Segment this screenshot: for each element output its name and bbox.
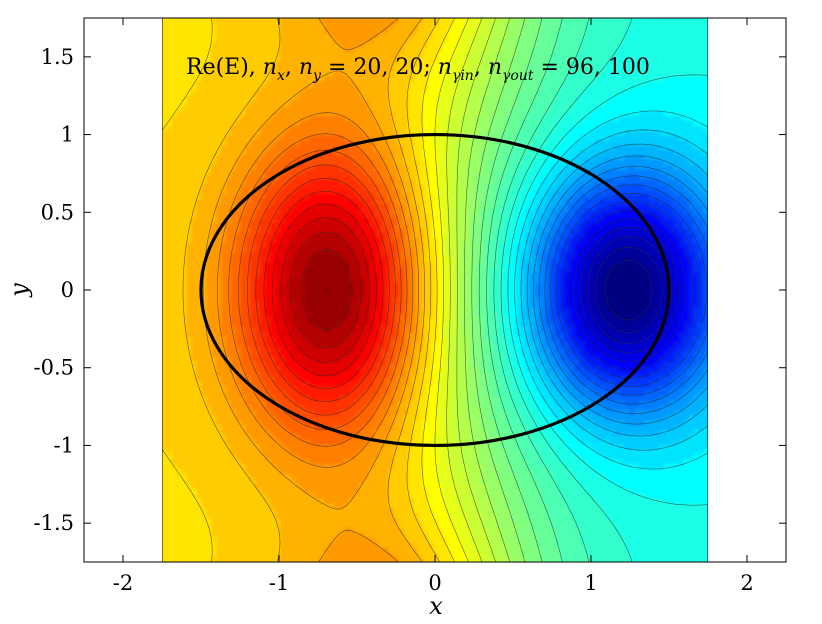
contour-line xyxy=(605,259,653,321)
contour-line xyxy=(550,184,708,396)
contour-line xyxy=(567,209,694,371)
x-tick-label: -2 xyxy=(113,571,133,595)
y-tick-label: 1 xyxy=(61,123,74,147)
contour-line xyxy=(255,178,390,402)
contour-line xyxy=(471,18,526,562)
contour-line xyxy=(162,18,440,562)
x-tick-label: -1 xyxy=(269,571,289,595)
contour-line xyxy=(271,203,377,377)
y-tick-label: 0 xyxy=(61,278,74,302)
contour-line xyxy=(514,110,708,470)
contour-line xyxy=(289,231,362,349)
x-axis-label: x xyxy=(429,592,443,620)
contour-line xyxy=(421,18,455,562)
ellipse-boundary xyxy=(199,132,671,448)
contour-line xyxy=(580,227,680,353)
contour-line xyxy=(573,218,687,362)
contour-line xyxy=(182,18,425,562)
contour-line xyxy=(544,175,708,405)
axis-ticks: -2 -1 0 1 2 -1.5 -1 -0.5 0 0.5 1 1.5 xyxy=(34,18,786,595)
contour-line xyxy=(238,150,402,430)
x-tick-label: 0 xyxy=(428,571,441,595)
field-raster xyxy=(162,18,708,562)
x-tick-label: 2 xyxy=(740,571,753,595)
contour-line xyxy=(493,18,590,562)
contour-line xyxy=(203,18,419,562)
contour-line xyxy=(478,18,543,562)
contour-line xyxy=(520,129,708,451)
contour-lines xyxy=(162,18,708,562)
contour-line xyxy=(217,112,414,468)
contour-line xyxy=(446,18,483,562)
x-tick-label: 1 xyxy=(584,571,597,595)
field-image xyxy=(162,18,708,562)
contour-line xyxy=(538,166,708,414)
contour-line xyxy=(595,246,663,334)
contour-line xyxy=(526,143,708,437)
contour-line xyxy=(486,18,563,562)
ellipse-curve xyxy=(199,132,671,448)
contour-line xyxy=(263,190,384,390)
y-tick-label: -0.5 xyxy=(34,356,75,380)
contour-line xyxy=(555,193,708,387)
y-tick-label: -1 xyxy=(54,433,74,457)
contour-line xyxy=(456,18,496,562)
chart-title: Re(E), nx, ny = 20, 20; nγin, nγout = 96… xyxy=(186,55,650,84)
contour-line xyxy=(434,18,469,562)
contour-line xyxy=(247,164,396,416)
contour-line xyxy=(228,133,408,447)
contour-line xyxy=(561,201,701,379)
contour-line xyxy=(301,249,352,331)
contour-line xyxy=(280,217,370,363)
y-axis-label: y xyxy=(5,283,33,298)
contour-line xyxy=(464,18,511,562)
y-tick-label: 1.5 xyxy=(41,45,74,69)
y-tick-label: -1.5 xyxy=(34,511,75,535)
contour-line xyxy=(532,155,708,425)
contour-line xyxy=(507,74,708,506)
contour-line xyxy=(500,18,633,562)
y-tick-label: 0.5 xyxy=(41,200,74,224)
